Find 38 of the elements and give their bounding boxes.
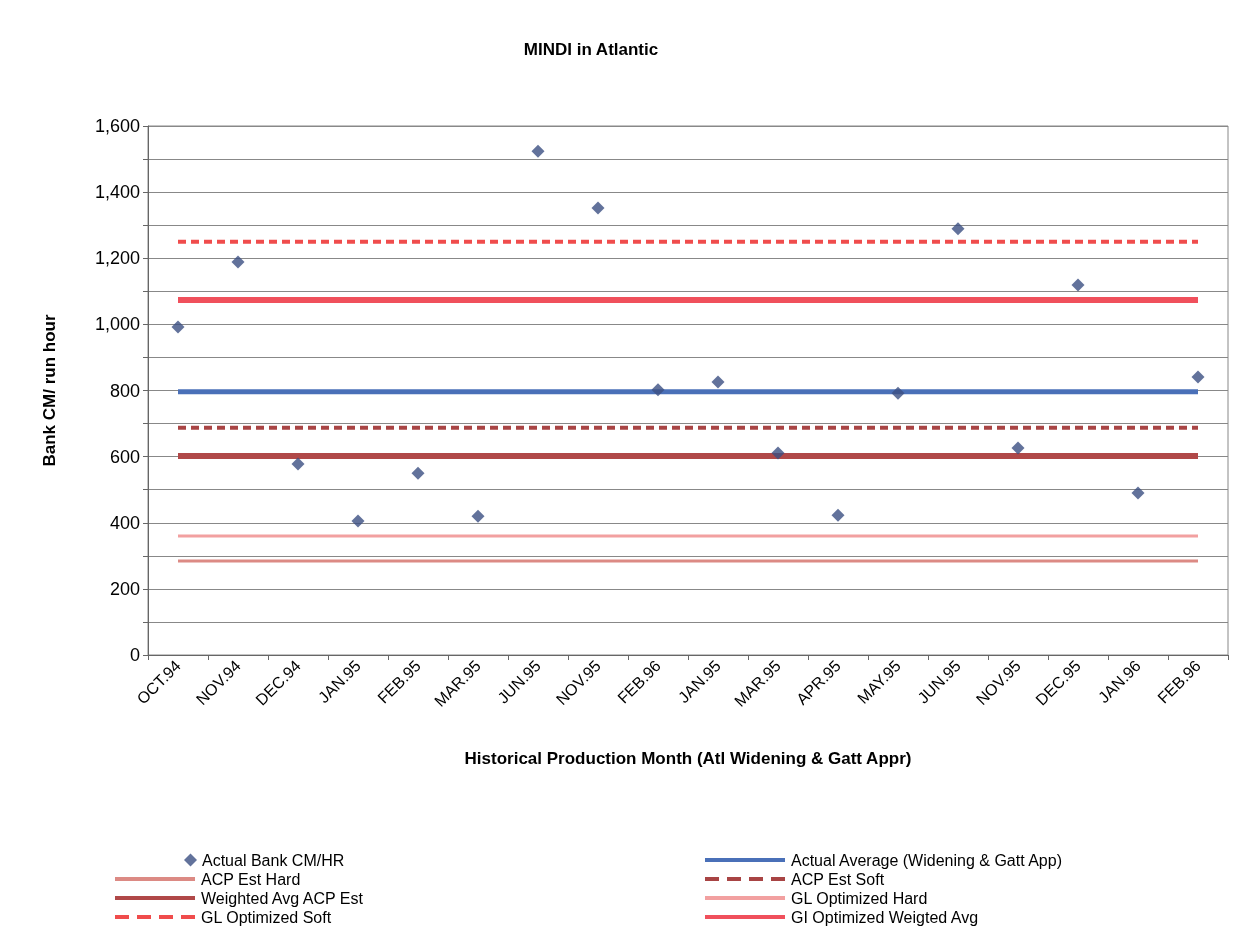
point xyxy=(471,509,485,523)
point xyxy=(951,222,965,236)
chart-title: MINDI in Atlantic xyxy=(523,40,659,59)
y-tick-label: 800 xyxy=(109,380,140,401)
point xyxy=(1131,486,1145,500)
legend-label: ACP Est Soft xyxy=(791,870,885,888)
x-axis-title: Historical Production Month (Atl Widening & Gatt Appr) xyxy=(464,749,912,768)
point xyxy=(231,255,245,269)
point xyxy=(831,508,845,522)
point xyxy=(351,514,365,528)
y-tick-label: 1,400 xyxy=(94,182,140,203)
y-tick-label: 1,200 xyxy=(94,248,140,269)
y-tick-label: 0 xyxy=(129,645,140,665)
point xyxy=(531,144,545,158)
y-axis-title: Bank CM/ run hour xyxy=(40,314,59,467)
point xyxy=(711,375,725,389)
point xyxy=(1191,370,1205,384)
legend-label: Actual Average (Widening & Gatt App) xyxy=(791,851,1062,869)
legend-label: GI Optimized Weigted Avg xyxy=(791,908,979,926)
point xyxy=(891,386,905,400)
point xyxy=(1011,441,1025,455)
legend-label: GL Optimized Hard xyxy=(791,889,928,907)
point xyxy=(171,320,185,334)
y-tick-label: 600 xyxy=(109,446,140,467)
y-tick-label: 200 xyxy=(109,578,140,599)
point xyxy=(291,457,305,471)
point xyxy=(591,201,605,215)
legend-label: GL Optimized Soft xyxy=(201,908,332,926)
y-tick-label: 1,600 xyxy=(94,116,140,136)
point xyxy=(411,466,425,480)
legend-label: Actual Bank CM/HR xyxy=(202,851,345,869)
legend-label: Weighted Avg ACP Est xyxy=(201,889,364,907)
point xyxy=(651,383,665,397)
point xyxy=(771,446,785,460)
y-tick-label: 1,000 xyxy=(94,314,140,335)
legend-label: ACP Est Hard xyxy=(201,870,301,888)
y-tick-label: 400 xyxy=(109,512,140,533)
point xyxy=(1071,278,1085,292)
